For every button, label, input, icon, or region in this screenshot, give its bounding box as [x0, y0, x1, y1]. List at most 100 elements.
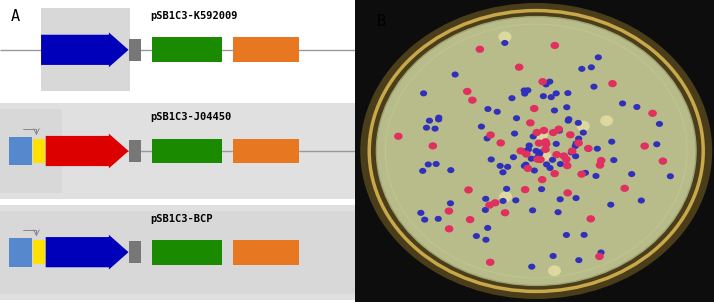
Circle shape — [619, 101, 626, 107]
Circle shape — [536, 156, 545, 163]
Circle shape — [578, 171, 586, 178]
Circle shape — [476, 46, 484, 53]
Circle shape — [588, 64, 595, 70]
Circle shape — [564, 90, 571, 96]
Circle shape — [521, 88, 528, 94]
Circle shape — [508, 95, 516, 101]
Circle shape — [535, 153, 542, 159]
Circle shape — [521, 186, 530, 193]
Circle shape — [538, 176, 546, 183]
Circle shape — [548, 265, 561, 276]
Circle shape — [573, 195, 580, 201]
Circle shape — [541, 138, 550, 146]
Circle shape — [535, 129, 548, 140]
Circle shape — [419, 168, 426, 174]
Circle shape — [595, 162, 604, 169]
Circle shape — [550, 170, 559, 177]
Circle shape — [563, 189, 572, 197]
Circle shape — [540, 127, 548, 134]
Circle shape — [538, 150, 551, 161]
Circle shape — [549, 129, 558, 136]
Circle shape — [533, 148, 540, 154]
Circle shape — [586, 215, 595, 223]
Circle shape — [573, 140, 580, 146]
Circle shape — [500, 198, 507, 204]
Circle shape — [593, 173, 600, 179]
Circle shape — [491, 199, 500, 207]
Circle shape — [493, 109, 501, 115]
Circle shape — [421, 217, 428, 223]
Circle shape — [546, 79, 553, 85]
Circle shape — [426, 118, 433, 124]
Circle shape — [595, 253, 604, 260]
Circle shape — [533, 156, 542, 163]
Circle shape — [511, 130, 518, 137]
Circle shape — [546, 165, 553, 171]
Circle shape — [468, 97, 477, 104]
Circle shape — [516, 147, 525, 155]
Circle shape — [565, 116, 573, 122]
Circle shape — [577, 121, 590, 132]
Circle shape — [538, 78, 547, 85]
Circle shape — [560, 152, 568, 159]
Circle shape — [568, 149, 575, 156]
Circle shape — [526, 143, 533, 149]
Circle shape — [551, 108, 558, 114]
Circle shape — [572, 143, 579, 149]
Circle shape — [549, 157, 556, 163]
Circle shape — [501, 40, 508, 46]
Circle shape — [504, 164, 511, 170]
Circle shape — [541, 146, 550, 153]
Circle shape — [376, 17, 696, 285]
Circle shape — [528, 156, 535, 162]
Circle shape — [580, 130, 587, 136]
Circle shape — [638, 198, 645, 204]
Circle shape — [580, 232, 588, 238]
Circle shape — [572, 153, 579, 159]
Circle shape — [488, 156, 495, 162]
Circle shape — [562, 156, 570, 163]
Circle shape — [483, 135, 491, 141]
Circle shape — [466, 216, 474, 223]
Circle shape — [538, 186, 545, 192]
Circle shape — [498, 31, 511, 42]
Circle shape — [499, 191, 512, 202]
Circle shape — [608, 80, 617, 87]
Circle shape — [535, 140, 543, 147]
FancyArrow shape — [41, 33, 129, 67]
Circle shape — [522, 148, 529, 154]
Circle shape — [524, 87, 531, 93]
Circle shape — [543, 162, 550, 168]
Circle shape — [556, 196, 564, 202]
Bar — [129, 241, 141, 263]
Text: A: A — [11, 9, 20, 24]
Circle shape — [447, 167, 454, 173]
Circle shape — [536, 151, 543, 157]
Circle shape — [499, 169, 506, 175]
Circle shape — [633, 104, 640, 110]
Circle shape — [435, 116, 442, 122]
Bar — [0, 103, 357, 199]
Circle shape — [550, 42, 559, 49]
Circle shape — [512, 197, 519, 203]
Circle shape — [420, 90, 427, 96]
FancyArrow shape — [46, 235, 129, 269]
Circle shape — [445, 225, 453, 233]
Circle shape — [575, 136, 582, 142]
Circle shape — [436, 114, 443, 120]
Circle shape — [486, 259, 495, 266]
Circle shape — [428, 142, 437, 149]
Circle shape — [473, 233, 480, 239]
Circle shape — [595, 54, 602, 60]
Circle shape — [536, 149, 543, 155]
Circle shape — [584, 145, 593, 152]
Bar — [0, 205, 357, 300]
Circle shape — [542, 140, 550, 148]
Circle shape — [566, 131, 575, 138]
Bar — [233, 37, 299, 62]
Circle shape — [555, 209, 562, 215]
Circle shape — [528, 264, 536, 270]
Circle shape — [598, 249, 605, 255]
Circle shape — [513, 115, 520, 121]
Circle shape — [394, 133, 403, 140]
